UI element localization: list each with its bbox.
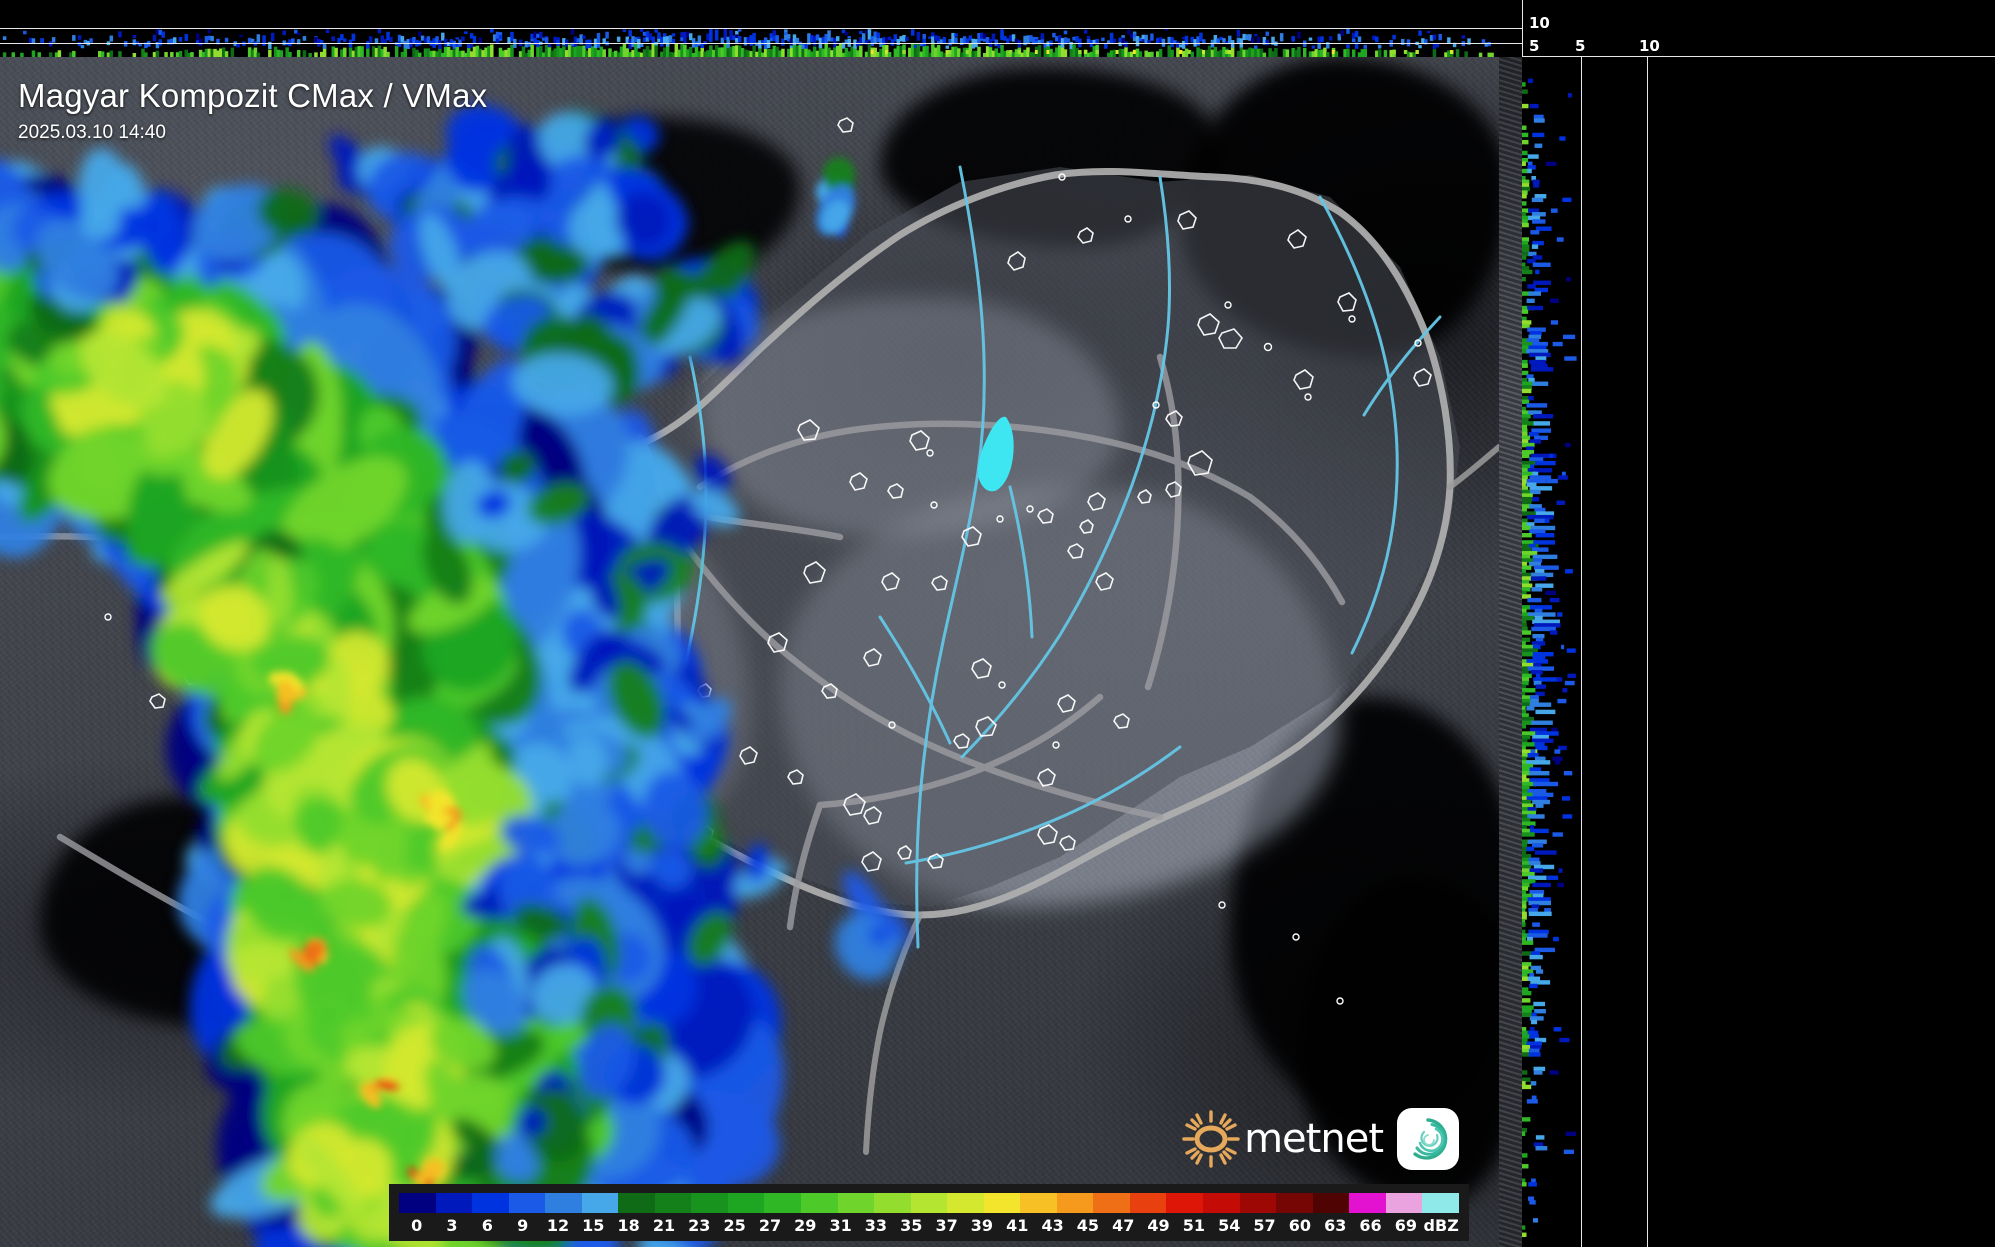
legend-tick-7: 21 [652,1216,676,1235]
vmax-right-hlabel-5: 5 [1575,37,1586,55]
legend-swatch-23 [1239,1193,1277,1213]
legend-swatch-11 [801,1193,838,1213]
legend-swatch-16 [983,1193,1021,1213]
legend-tick-0: 0 [411,1216,423,1235]
legend-swatch-26 [1349,1193,1386,1213]
legend-tick-12: 31 [829,1216,852,1235]
legend-swatch-4 [545,1193,582,1213]
legend-tick-28: 69 [1394,1216,1417,1235]
metnet-logo[interactable]: metnet [1182,1108,1459,1170]
legend-tick-6: 18 [617,1216,640,1235]
dbz-legend-ticks: 0 3 6 9 12 15 18 21 23 25 27 29 31 33 35 37 39 41 43 45 47 49… [399,1216,1459,1235]
legend-swatch-15 [947,1193,984,1213]
legend-swatch-12 [837,1193,875,1213]
legend-swatch-18 [1056,1193,1094,1213]
vmax-right-gridline-10km [1647,57,1648,1247]
legend-swatch-20 [1129,1193,1167,1213]
legend-swatch-2 [472,1193,509,1213]
legend-tick-25: 60 [1288,1216,1311,1235]
legend-tick-10: 27 [758,1216,782,1235]
legend-tick-29: dBZ [1423,1216,1459,1235]
vmax-right-vlabel-5: 5 [1529,37,1540,55]
legend-tick-5: 15 [582,1216,605,1235]
legend-swatch-8 [691,1193,728,1213]
vmax-right-panel: 10 5 5 10 [1499,0,1995,1247]
legend-tick-8: 23 [688,1216,711,1235]
legend-swatch-21 [1166,1193,1204,1213]
legend-tick-9: 25 [723,1216,746,1235]
metnet-wordmark: metnet [1244,1116,1384,1162]
vmax-top-panel [0,0,1499,57]
legend-tick-15: 37 [935,1216,958,1235]
legend-swatch-17 [1020,1193,1057,1213]
vmax-right-hlabel-10: 10 [1639,37,1660,55]
legend-swatch-19 [1093,1193,1130,1213]
legend-tick-11: 29 [794,1216,817,1235]
vmax-right-gridline-5km [1581,57,1582,1247]
vmax-corner-gridline-1 [1499,28,1522,29]
vmax-top-echo [2,28,1494,57]
legend-swatch-3 [508,1193,546,1213]
legend-swatch-9 [727,1193,765,1213]
legend-swatch-10 [764,1193,802,1213]
legend-tick-4: 12 [546,1216,570,1235]
vmax-corner-gridline-2 [1499,43,1522,44]
legend-tick-20: 47 [1112,1216,1135,1235]
vmax-top-gridline-2 [0,43,1499,44]
legend-tick-22: 51 [1182,1216,1206,1235]
legend-swatch-0 [399,1193,436,1213]
sun-icon [1182,1110,1240,1168]
legend-tick-27: 66 [1359,1216,1382,1235]
legend-tick-14: 35 [900,1216,923,1235]
vmax-right-vlabel-10: 10 [1529,14,1550,32]
legend-tick-24: 57 [1253,1216,1276,1235]
legend-swatch-24 [1276,1193,1313,1213]
radar-echo-layer [0,104,909,1247]
legend-tick-26: 63 [1324,1216,1347,1235]
legend-tick-2: 6 [481,1216,493,1235]
legend-swatch-14 [910,1193,948,1213]
legend-swatch-1 [435,1193,473,1213]
legend-swatch-25 [1312,1193,1350,1213]
legend-tick-3: 9 [517,1216,529,1235]
legend-tick-21: 49 [1147,1216,1170,1235]
legend-tick-13: 33 [864,1216,888,1235]
vmax-right-baseline [1522,56,1995,57]
vmax-right-axis-divider [1522,0,1523,57]
legend-tick-19: 45 [1076,1216,1100,1235]
dbz-legend-colorbar [399,1193,1459,1213]
legend-tick-1: 3 [446,1216,458,1235]
vmax-right-terrain-strip [1499,57,1522,1247]
legend-swatch-6 [618,1193,655,1213]
radar-map[interactable]: Magyar Kompozit CMax / VMax 2025.03.10 1… [0,57,1499,1247]
vmax-right-echo [1522,78,1577,1237]
legend-swatch-5 [581,1193,619,1213]
dbz-legend: 0 3 6 9 12 15 18 21 23 25 27 29 31 33 35 37 39 41 43 45 47 49… [389,1184,1469,1241]
legend-swatch-7 [654,1193,692,1213]
legend-tick-18: 43 [1041,1216,1064,1235]
legend-swatch-13 [874,1193,911,1213]
legend-tick-17: 41 [1006,1216,1029,1235]
legend-tick-23: 54 [1218,1216,1241,1235]
legend-swatch-28 [1422,1193,1459,1213]
lake-tisza [978,416,1014,492]
vmax-top-gridline-1 [0,28,1499,29]
metnet-spiral-icon[interactable] [1397,1108,1459,1170]
legend-swatch-22 [1203,1193,1240,1213]
legend-tick-16: 39 [970,1216,994,1235]
legend-swatch-27 [1385,1193,1423,1213]
